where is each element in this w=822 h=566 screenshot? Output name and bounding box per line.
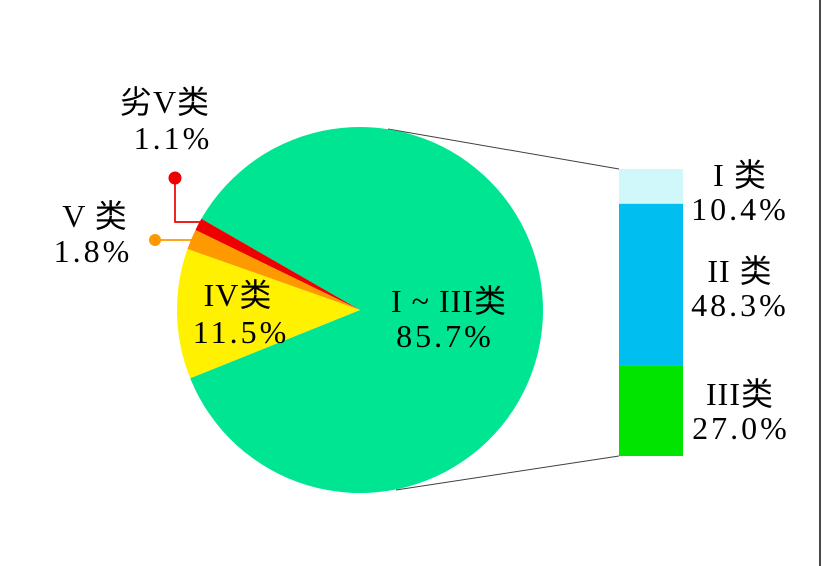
leader-dot-bad-v: [168, 171, 182, 185]
connector-line-top: [387, 128, 620, 170]
label-v-name: V 类: [62, 198, 128, 234]
label-bar-iii-pct: 27.0%: [692, 410, 790, 446]
breakdown-bar: [619, 169, 683, 456]
bar-segment-ii: [619, 203, 683, 366]
label-bar-i-pct: 10.4%: [691, 191, 789, 227]
pie: [177, 126, 544, 493]
leader-line-bad-v: [174, 183, 204, 223]
label-bar-ii-pct: 48.3%: [691, 287, 789, 323]
label-bar-ii-name: II 类: [707, 253, 772, 289]
label-bar-iii-name: III类: [706, 376, 774, 412]
pie-slice-i-iii: [190, 126, 544, 493]
bar-segment-i: [619, 169, 683, 204]
connector-line-bottom: [395, 455, 620, 491]
label-v-pct: 1.8%: [54, 233, 133, 269]
label-main-name: I ~ III类: [391, 283, 507, 319]
pie-slice-v: [187, 229, 360, 310]
label-main-pct: 85.7%: [396, 318, 494, 354]
leader-bad-v: [168, 171, 204, 223]
label-iv-name: IV类: [204, 277, 273, 313]
leader-dot-v: [149, 234, 161, 246]
label-iv-pct: 11.5%: [193, 314, 289, 350]
pie-slice-bad-v: [195, 218, 360, 310]
label-bad-v-name: 劣V类: [120, 84, 210, 120]
bar-segment-iii: [619, 365, 683, 456]
leader-v: [149, 234, 194, 246]
label-bad-v-pct: 1.1%: [134, 120, 213, 156]
label-bar-i-name: I 类: [713, 157, 767, 193]
pie-slice-iv: [177, 249, 360, 379]
